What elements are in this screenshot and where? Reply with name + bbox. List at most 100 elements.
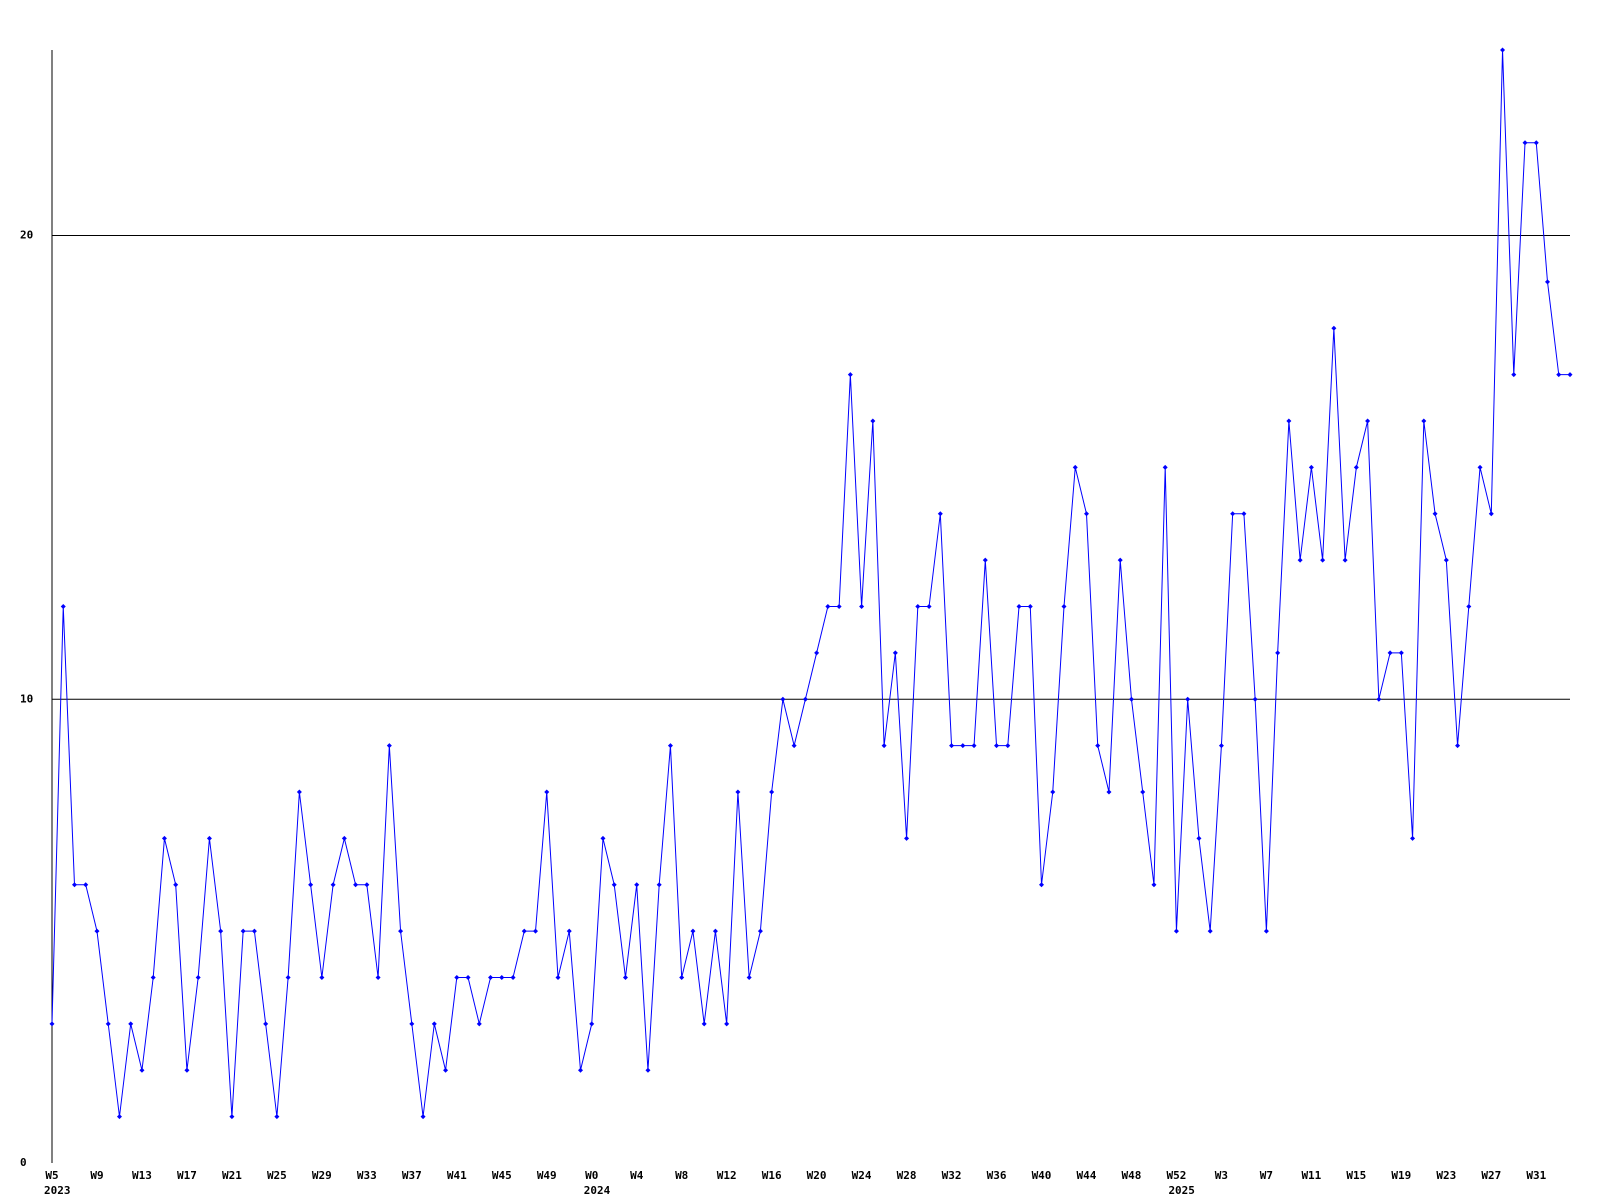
point-marker xyxy=(622,975,628,980)
point-marker xyxy=(577,1067,583,1073)
point-marker xyxy=(521,928,527,934)
x-tick-label: W3 xyxy=(1215,1169,1228,1182)
x-tick-label: W9 xyxy=(90,1169,103,1182)
y-tick-label: 10 xyxy=(20,692,33,705)
point-marker xyxy=(1218,743,1224,749)
point-marker xyxy=(1173,928,1179,934)
x-tick-label: W5 xyxy=(45,1169,58,1182)
point-marker xyxy=(1027,604,1033,609)
x-tick-label: W45 xyxy=(492,1169,512,1182)
point-marker xyxy=(544,789,550,795)
point-marker xyxy=(128,1021,134,1027)
x-tick-label: W33 xyxy=(357,1169,377,1182)
point-marker xyxy=(667,743,673,749)
y-tick-label: 0 xyxy=(20,1156,27,1169)
point-marker xyxy=(1263,928,1269,934)
point-marker xyxy=(994,743,1000,749)
x-tick-label: W40 xyxy=(1032,1169,1052,1182)
point-marker xyxy=(476,1021,482,1027)
point-marker xyxy=(443,1067,449,1073)
x-tick-label: W48 xyxy=(1122,1169,1142,1182)
point-marker xyxy=(296,789,302,795)
point-marker xyxy=(679,975,685,980)
point-marker xyxy=(791,743,797,749)
point-marker xyxy=(611,882,617,888)
point-marker xyxy=(600,835,606,841)
point-marker xyxy=(701,1021,707,1027)
point-marker xyxy=(724,1021,730,1027)
point-marker xyxy=(847,372,853,378)
point-marker xyxy=(49,1021,55,1027)
x-year-label: 2023 xyxy=(44,1184,71,1197)
point-marker xyxy=(533,928,539,934)
point-marker xyxy=(836,604,842,609)
x-tick-label: W17 xyxy=(177,1169,197,1182)
x-tick-label: W21 xyxy=(222,1169,242,1182)
point-marker xyxy=(1106,789,1112,795)
point-marker xyxy=(195,975,201,980)
point-marker xyxy=(1083,511,1089,517)
point-marker xyxy=(870,418,876,424)
point-marker xyxy=(353,882,359,888)
x-tick-label: W7 xyxy=(1260,1169,1273,1182)
series-line xyxy=(51,49,1570,1117)
point-marker xyxy=(161,835,167,841)
point-marker xyxy=(308,882,314,888)
point-marker xyxy=(1398,650,1404,656)
point-marker xyxy=(971,743,977,749)
point-marker xyxy=(420,1114,426,1120)
point-marker xyxy=(285,975,291,980)
point-marker xyxy=(746,975,752,980)
x-tick-label: W4 xyxy=(630,1169,644,1182)
point-marker xyxy=(341,835,347,841)
point-marker xyxy=(1432,511,1438,517)
point-marker xyxy=(1443,557,1449,563)
x-tick-label: W19 xyxy=(1391,1169,1411,1182)
point-marker xyxy=(1095,743,1101,749)
point-marker xyxy=(769,789,775,795)
point-marker xyxy=(1286,418,1292,424)
point-marker xyxy=(240,928,246,934)
point-marker xyxy=(735,789,741,795)
point-marker xyxy=(949,743,955,749)
x-tick-label: W44 xyxy=(1077,1169,1097,1182)
point-marker xyxy=(1342,557,1348,563)
point-marker xyxy=(364,882,370,888)
x-tick-label: W25 xyxy=(267,1169,287,1182)
point-marker xyxy=(105,1021,111,1027)
point-marker xyxy=(1488,511,1494,517)
point-marker xyxy=(1320,557,1326,563)
point-marker xyxy=(1466,604,1472,609)
point-marker xyxy=(1140,789,1146,795)
point-marker xyxy=(263,1021,269,1027)
x-tick-label: W8 xyxy=(675,1169,688,1182)
point-marker xyxy=(1185,696,1191,702)
x-tick-label: W52 xyxy=(1167,1169,1187,1182)
x-year-label: 2024 xyxy=(584,1184,611,1197)
x-tick-label: W16 xyxy=(762,1169,782,1182)
point-marker xyxy=(1500,47,1506,53)
point-marker xyxy=(465,975,471,980)
point-marker xyxy=(1252,696,1258,702)
point-marker xyxy=(398,928,404,934)
point-marker xyxy=(173,882,179,888)
point-marker xyxy=(386,743,392,749)
x-tick-label: W12 xyxy=(717,1169,737,1182)
point-marker xyxy=(71,882,77,888)
point-marker xyxy=(60,604,66,609)
point-marker xyxy=(150,975,156,980)
point-marker xyxy=(982,557,988,563)
point-marker xyxy=(881,743,887,749)
point-marker xyxy=(330,882,336,888)
point-marker xyxy=(859,604,865,609)
point-marker xyxy=(645,1067,651,1073)
point-marker xyxy=(1196,835,1202,841)
point-marker xyxy=(83,882,89,888)
point-marker xyxy=(1016,604,1022,609)
x-tick-label: W13 xyxy=(132,1169,152,1182)
x-tick-label: W20 xyxy=(807,1169,827,1182)
y-tick-label: 20 xyxy=(20,229,33,242)
point-marker xyxy=(1511,372,1517,378)
point-marker xyxy=(1072,464,1078,470)
point-marker xyxy=(1241,511,1247,517)
